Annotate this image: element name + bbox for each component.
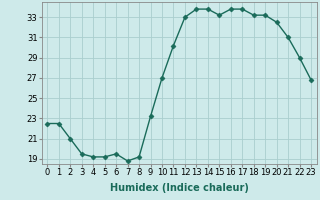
X-axis label: Humidex (Indice chaleur): Humidex (Indice chaleur) xyxy=(110,183,249,193)
